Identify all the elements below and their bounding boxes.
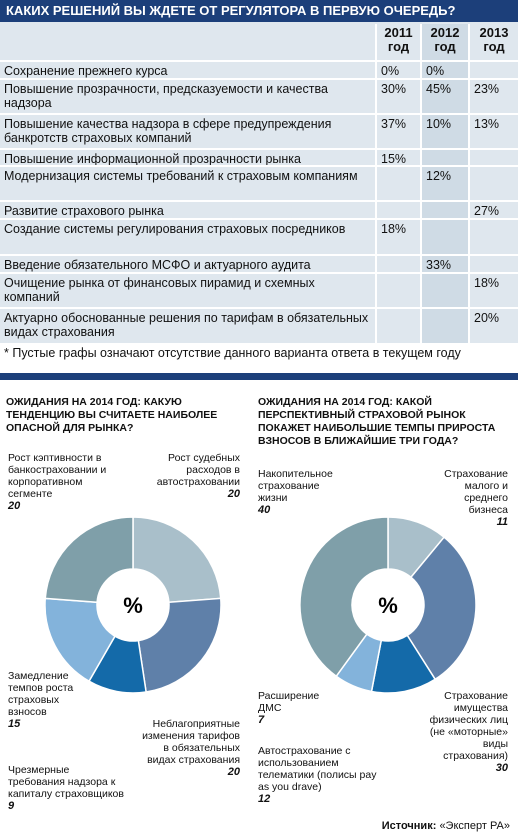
table-value: 18% [375,218,420,254]
value-label: 20 [227,488,240,500]
table-value: 18% [468,272,518,307]
category-label: Замедление темпов роста страховых взносо… [8,670,74,718]
table-value [420,307,468,343]
table-row-label: Повышение качества надзора в сфере преду… [0,113,375,148]
table-row-label: Создание системы регулирования страховых… [0,218,375,254]
source-text: «Эксперт РА» [439,820,510,832]
table-value: 0% [375,60,420,78]
category-label: Неблагоприятные изменения тарифов в обяз… [142,718,240,766]
column-header: 2011 год [375,24,420,60]
table-value [420,218,468,254]
table-row-label: Модернизация системы требований к страхо… [0,165,375,200]
center-label: % [378,593,398,618]
column-header: 2012 год [420,24,468,60]
value-label: 30 [495,762,508,774]
table-value [375,254,420,272]
slice-label: Замедление темпов роста страховых взносо… [8,670,78,730]
table-title: КАКИХ РЕШЕНИЙ ВЫ ЖДЕТЕ ОТ РЕГУЛЯТОРА В П… [0,0,518,22]
slice-label: Страхование имущества физических лиц (не… [428,690,508,774]
value-label: 40 [258,504,271,516]
table-value [420,200,468,218]
table-value: 45% [420,78,468,113]
table-value [468,60,518,78]
value-label: 12 [258,793,271,805]
value-label: 9 [8,800,15,812]
table-value [420,272,468,307]
donut-slice [132,516,222,604]
table-value [468,254,518,272]
table-value: 12% [420,165,468,200]
table-value [375,307,420,343]
category-label: Страхование имущества физических лиц (не… [429,690,508,762]
table-row-label: Введение обязательного МСФО и актуарного… [0,254,375,272]
table-value: 27% [468,200,518,218]
category-label: Чрезмерные требования надзора к капиталу… [8,764,124,800]
slice-label: Неблагоприятные изменения тарифов в обяз… [140,718,240,778]
category-label: Автострахование с использованием телемат… [258,745,377,793]
table-value: 20% [468,307,518,343]
table-row-label: Повышение информационной прозрачности ры… [0,148,375,166]
table-value: 23% [468,78,518,113]
table-row-label: Очищение рынка от финансовых пирамид и с… [0,272,375,307]
table-row-label: Сохранение прежнего курса [0,60,375,78]
donut-slice [406,536,477,681]
donut-slice [137,597,222,693]
table-value: 10% [420,113,468,148]
donut-slice [44,516,134,604]
table-value: 0% [420,60,468,78]
chart-title: ОЖИДАНИЯ НА 2014 ГОД: КАКУЮ ТЕНДЕНЦИЮ ВЫ… [6,396,218,434]
footnote: * Пустые графы означают отсутствие данно… [4,346,461,360]
source-label: Источник: [381,820,437,832]
table-value: 37% [375,113,420,148]
category-label: Накопительное страхование жизни [258,468,333,504]
value-label: 20 [227,766,240,778]
source: Источник: «Эксперт РА» [382,820,510,832]
center-label: % [123,593,143,618]
category-label: Расширение ДМС [258,690,320,714]
table-row-label: Повышение прозрачности, предсказуемости … [0,78,375,113]
value-label: 15 [8,718,21,730]
table-row-label: Актуарно обоснованные решения по тарифам… [0,307,375,343]
table-value: 13% [468,113,518,148]
value-label: 20 [8,500,21,512]
donut-slice [299,516,389,678]
slice-label: Рост судебных расходов в автостраховании… [140,452,240,500]
table-value: 33% [420,254,468,272]
table-value: 30% [375,78,420,113]
category-label: Страхование малого и среднего бизнеса [444,468,508,516]
table-value [468,218,518,254]
table-value [375,272,420,307]
table-value: 15% [375,148,420,166]
table-value [375,200,420,218]
slice-label: Расширение ДМС 7 [258,690,328,726]
value-label: 11 [496,516,508,528]
value-label: 7 [258,714,265,726]
slice-label: Рост кэптивности в банкостраховании и ко… [8,452,118,512]
slice-label: Автострахование с использованием телемат… [258,745,388,805]
column-header: 2013 год [468,24,518,60]
table-value [420,148,468,165]
slice-label: Накопительное страхование жизни 40 [258,468,338,516]
slice-label: Страхование малого и среднего бизнеса 11 [423,468,508,528]
slice-label: Чрезмерные требования надзора к капиталу… [8,764,128,812]
divider [0,373,518,380]
category-label: Рост кэптивности в банкостраховании и ко… [8,452,107,500]
table-value [375,165,420,200]
table-value [468,165,518,200]
chart-title: ОЖИДАНИЯ НА 2014 ГОД: КАКОЙ ПЕРСПЕКТИВНЫ… [258,396,496,447]
table-row-label: Развитие страхового рынка [0,200,375,218]
category-label: Рост судебных расходов в автостраховании [156,452,240,488]
table-value [468,148,518,165]
